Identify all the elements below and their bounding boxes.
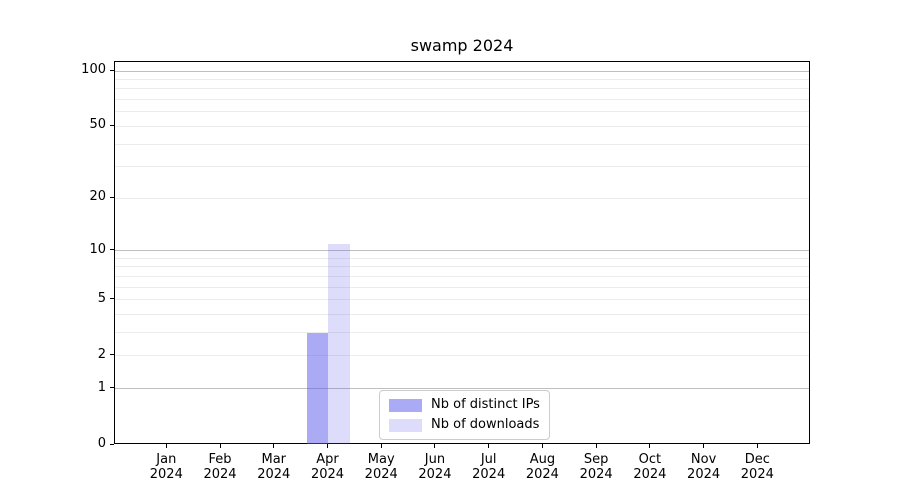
gridline-minor: [115, 266, 809, 268]
x-tick-mark: [595, 444, 597, 448]
x-tick-label: Oct 2024: [633, 452, 667, 482]
x-tick-mark: [273, 444, 275, 448]
gridline-minor: [115, 166, 809, 168]
x-tick-mark: [488, 444, 490, 448]
x-tick-label: Apr 2024: [310, 452, 345, 482]
y-tick-label: 20: [89, 189, 106, 205]
y-tick-mark: [110, 443, 114, 445]
x-tick-label: Nov 2024: [687, 452, 721, 482]
x-tick-label: Mar 2024: [257, 452, 291, 482]
x-tick-mark: [326, 444, 328, 448]
gridline-minor: [115, 111, 809, 113]
legend-item-downloads: Nb of downloads: [389, 417, 540, 433]
y-tick-mark: [110, 387, 114, 389]
gridline-minor: [115, 314, 809, 316]
y-tick-mark: [110, 298, 114, 300]
gridline-minor: [115, 299, 809, 301]
bar-nb-of-distinct-ips-apr: [306, 332, 329, 444]
gridline-minor: [115, 286, 809, 288]
y-tick-mark: [110, 69, 114, 71]
x-tick-label: Jul 2024: [472, 452, 506, 482]
y-tick-label: 5: [97, 290, 106, 306]
gridline-major: [115, 70, 809, 72]
gridline-minor: [115, 257, 809, 259]
legend-swatch-distinct-ips: [389, 398, 422, 412]
x-tick-mark: [219, 444, 221, 448]
y-tick-label: 2: [97, 346, 106, 362]
legend: Nb of distinct IPs Nb of downloads: [379, 390, 550, 440]
x-tick-mark: [380, 444, 382, 448]
gridline-minor: [115, 332, 809, 334]
y-tick-label: 0: [97, 436, 106, 451]
y-tick-label: 100: [81, 62, 106, 77]
chart-title: swamp 2024: [410, 36, 514, 55]
gridline-minor: [115, 275, 809, 277]
gridline-minor: [115, 143, 809, 145]
bar-nb-of-downloads-apr: [328, 243, 350, 444]
gridline-minor: [115, 197, 809, 199]
x-tick-label: Jun 2024: [418, 452, 452, 482]
legend-label-distinct-ips: Nb of distinct IPs: [431, 397, 540, 412]
gridline-minor: [115, 99, 809, 101]
x-tick-label: May 2024: [364, 452, 398, 482]
y-tick-label: 50: [89, 117, 106, 133]
x-tick-mark: [703, 444, 705, 448]
legend-label-downloads: Nb of downloads: [431, 417, 540, 432]
gridline-major: [115, 388, 809, 390]
x-tick-mark: [165, 444, 167, 448]
x-tick-label: Feb 2024: [203, 452, 237, 482]
y-tick-label: 1: [97, 379, 106, 395]
gridline-minor: [115, 355, 809, 357]
gridline-minor: [115, 88, 809, 90]
gridline-minor: [115, 78, 809, 80]
y-tick-mark: [110, 124, 114, 126]
y-tick-mark: [110, 196, 114, 198]
x-tick-label: Sep 2024: [579, 452, 613, 482]
x-tick-mark: [649, 444, 651, 448]
y-tick-mark: [110, 249, 114, 251]
plot-area: Nb of distinct IPs Nb of downloads: [114, 61, 810, 444]
y-tick-mark: [110, 354, 114, 356]
x-tick-mark: [541, 444, 543, 448]
y-tick-label: 10: [89, 241, 106, 257]
gridline-major: [115, 250, 809, 252]
x-tick-mark: [434, 444, 436, 448]
x-tick-label: Aug 2024: [525, 452, 559, 482]
legend-item-distinct-ips: Nb of distinct IPs: [389, 397, 540, 413]
legend-swatch-downloads: [389, 418, 422, 432]
x-tick-mark: [756, 444, 758, 448]
gridline-minor: [115, 125, 809, 127]
x-tick-label: Jan 2024: [149, 452, 183, 482]
x-tick-label: Dec 2024: [740, 452, 774, 482]
